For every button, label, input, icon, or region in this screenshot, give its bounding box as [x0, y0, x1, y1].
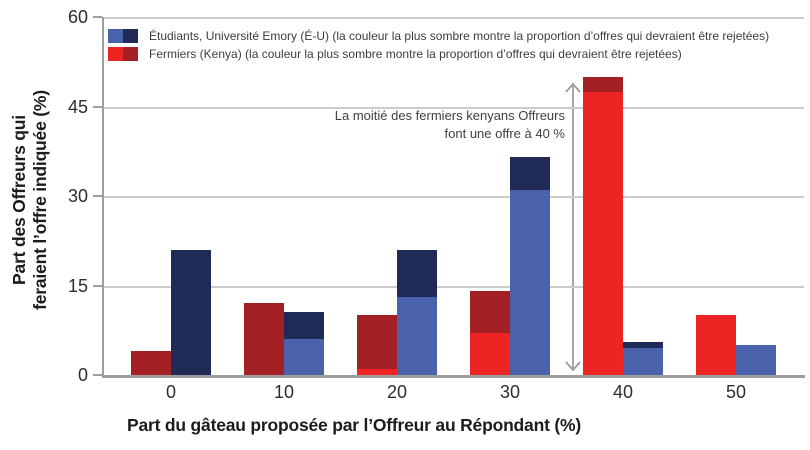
y-axis-title-line1: Part des Offreurs qui	[9, 115, 29, 285]
y-axis-line	[102, 17, 104, 378]
legend-item-etudiants: Étudiants, Université Emory (É-U) (la co…	[108, 29, 769, 43]
legend-label-fermiers-name: Fermiers (Kenya)	[149, 47, 242, 61]
x-tick-label-50: 50	[725, 382, 747, 402]
gridline-45	[104, 106, 804, 109]
legend-label-fermiers: Fermiers (Kenya) (la couleur la plus som…	[149, 47, 682, 61]
bar-fermiers-30-reject	[470, 291, 510, 334]
plot-area: 0 15 30 45 60 0 10 20 30 40 50	[68, 7, 805, 402]
bar-etudiants-0-reject	[171, 249, 211, 375]
annotation-line1: La moitié des fermiers kenyans Offreurs	[334, 108, 565, 123]
annotation-line2: font une offre à 40 %	[444, 125, 565, 141]
y-tick-label-0: 0	[77, 365, 88, 385]
legend-swatch-fermiers	[108, 47, 138, 61]
x-tick-label-0: 0	[165, 382, 176, 402]
annotation: La moitié des fermiers kenyans Offreurs …	[335, 107, 565, 142]
x-axis-title: Part du gâteau proposée par l’Offreur au…	[127, 415, 581, 435]
bar-fermiers-50-accept	[696, 315, 736, 375]
bar-fermiers-20-reject	[357, 315, 397, 370]
legend-swatch-etudiants-light	[108, 29, 123, 43]
y-tick-label-45: 45	[67, 96, 88, 117]
y-tick-0	[93, 374, 102, 376]
bar-etudiants-40-reject	[623, 342, 663, 349]
y-tick-15	[93, 284, 102, 287]
bar-etudiants-30-reject	[510, 157, 550, 191]
bar-etudiants-20-accept	[397, 297, 437, 375]
legend-swatch-fermiers-light	[108, 47, 123, 61]
bar-fermiers-40-reject	[583, 76, 623, 92]
range-arrow-icon	[565, 82, 581, 372]
y-tick-label-15: 15	[67, 275, 88, 296]
y-tick-label-60: 60	[67, 7, 88, 27]
legend-label-etudiants: Étudiants, Université Emory (É-U) (la co…	[149, 29, 769, 43]
legend-label-etudiants-note: (la couleur la plus sombre montre la pro…	[332, 29, 770, 43]
bar-etudiants-20-reject	[397, 249, 437, 298]
x-axis-line	[102, 375, 805, 378]
gridline-15	[104, 285, 804, 288]
bar-etudiants-30-accept	[510, 190, 550, 375]
x-tick-label-30: 30	[499, 382, 521, 402]
bar-fermiers-0-reject	[131, 351, 171, 375]
bar-etudiants-10-accept	[284, 339, 324, 375]
x-tick-label-40: 40	[612, 382, 634, 402]
bar-etudiants-10-reject	[284, 312, 324, 340]
x-tick-label-20: 20	[386, 382, 408, 402]
y-tick-label-30: 30	[67, 186, 88, 206]
legend-item-fermiers: Fermiers (Kenya) (la couleur la plus som…	[108, 47, 769, 61]
bar-etudiants-50-accept	[736, 345, 776, 375]
legend-swatch-etudiants	[108, 29, 138, 43]
legend: Étudiants, Université Emory (É-U) (la co…	[108, 29, 769, 65]
legend-label-etudiants-name: Étudiants, Université Emory (É-U)	[149, 29, 330, 43]
y-tick-30	[93, 195, 102, 197]
gridline-60	[104, 17, 804, 19]
legend-swatch-fermiers-dark	[123, 47, 138, 61]
legend-swatch-etudiants-dark	[123, 29, 138, 43]
bar-fermiers-10-reject	[244, 303, 284, 375]
y-tick-60	[93, 16, 102, 18]
bar-fermiers-40-accept	[583, 91, 623, 375]
bar-etudiants-40-accept	[623, 348, 663, 375]
bar-fermiers-30-accept	[470, 333, 510, 375]
y-tick-45	[93, 105, 102, 108]
gridline-30	[104, 196, 804, 198]
x-tick-label-10: 10	[273, 382, 295, 402]
bar-fermiers-20-accept	[357, 369, 397, 375]
legend-label-fermiers-note: (la couleur la plus sombre montre la pro…	[245, 47, 682, 61]
